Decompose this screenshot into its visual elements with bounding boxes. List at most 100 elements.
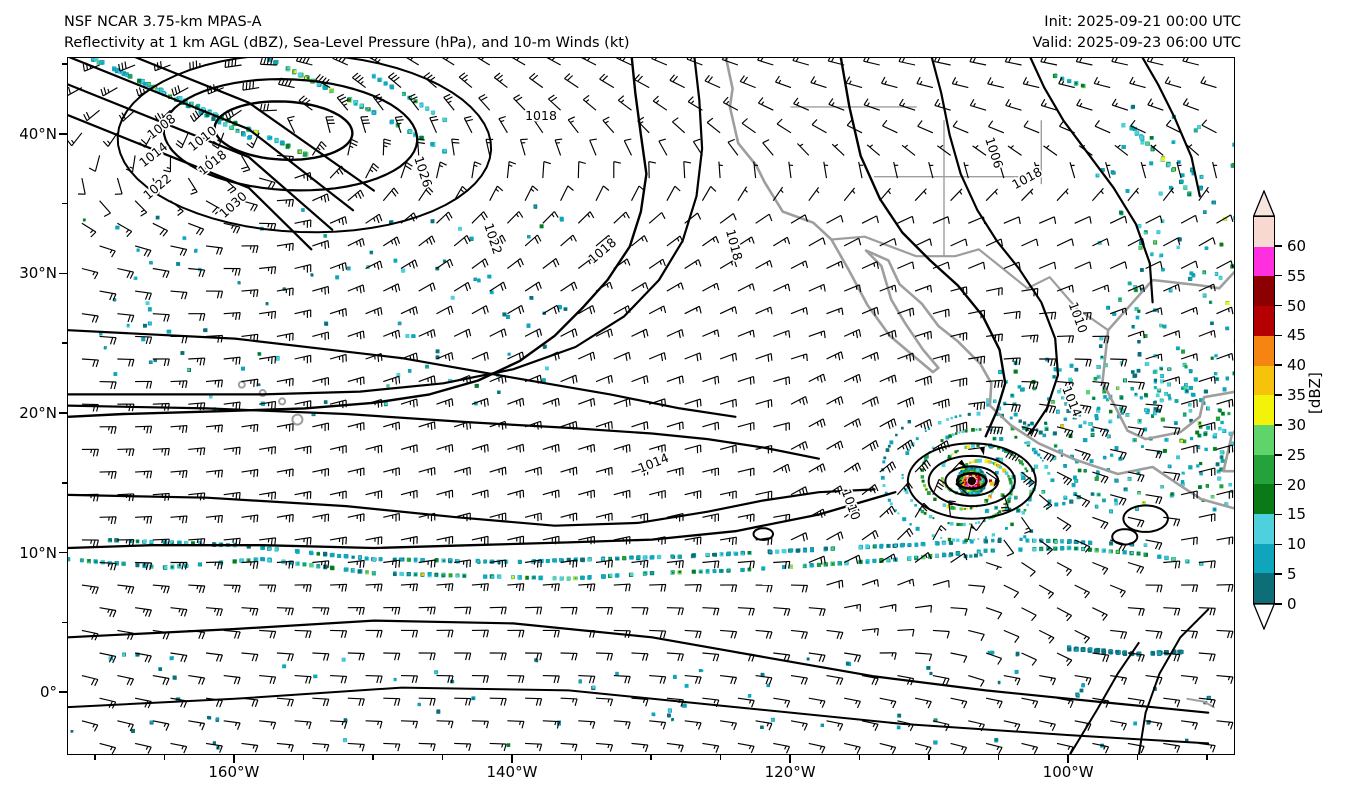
wind-barb [189,60,207,71]
wind-barb [792,58,809,66]
contour-label-1022-4: 1022 [140,171,174,203]
wind-barb [83,109,100,122]
wind-barb [205,607,223,617]
wind-barb [276,652,294,662]
wind-barb [631,742,649,753]
wind-barb [152,402,170,411]
wind-barb [861,215,879,224]
wind-barb [347,742,365,752]
wind-barb [170,425,188,434]
wind-barb [294,445,312,455]
wind-barb [1092,426,1110,438]
wind-barb [400,720,419,729]
wind-barb [755,352,773,362]
wind-barb [578,305,596,315]
wind-barb [613,305,631,315]
wind-barb [471,305,489,315]
wind-barb [648,352,667,362]
wind-barb [259,266,277,275]
wind-barb [1076,98,1093,111]
colorbar-tick-55 [1275,274,1282,277]
wind-barb [189,109,207,123]
wind-barb [1145,494,1163,505]
wind-barb [139,132,154,148]
wind-barb [507,675,525,684]
wind-barb [170,515,188,524]
wind-barb [1163,697,1181,708]
slp-contour [68,619,1210,714]
wind-barb [152,447,170,456]
wind-barb [1216,675,1234,684]
wind-barb [188,492,206,501]
wind-barb [1127,426,1145,437]
wind-barb [506,161,517,179]
wind-barb [205,334,224,343]
wind-barb [1163,330,1181,338]
wind-barb [1181,584,1199,593]
wind-barb [1162,187,1175,202]
wind-barb [383,467,400,476]
wind-barb [365,720,383,729]
wind-barb [117,584,135,594]
wind-barb [418,697,436,706]
wind-barb [1180,260,1199,270]
wind-barb [773,236,791,247]
wind-barb [471,675,489,683]
wind-barb [720,675,738,685]
wind-barb [1021,742,1039,754]
wind-barb [560,420,578,430]
wind-barb [170,470,188,479]
wind-barb [294,490,312,500]
wind-barb [1146,58,1164,66]
slp-contour [68,58,648,418]
wind-barb [790,214,808,224]
wind-barb [595,466,613,476]
wind-barb [826,579,844,589]
wind-barb [863,58,880,66]
wind-barb [613,583,631,592]
wind-barb [1039,720,1056,732]
wind-barb [684,352,702,362]
wind-barb [347,189,365,202]
wind-barb [418,606,436,615]
wind-barb [223,584,241,593]
wind-barb [152,584,170,594]
wind-barb [347,697,365,707]
wind-barb [81,448,99,457]
wind-barb [453,328,472,338]
wind-barb [879,418,897,430]
wind-barb [755,720,773,731]
wind-barb [1216,306,1234,315]
wind-barb [205,514,223,524]
wind-barb [932,525,947,541]
wind-barb [649,489,666,499]
wind-barb [134,742,152,754]
wind-barb [542,629,560,638]
wind-barb [773,329,791,338]
wind-barb [861,306,879,316]
wind-barb [963,162,969,179]
x-tick [580,755,583,760]
wind-barb [1180,444,1198,454]
colorbar-segment-35 [1254,365,1274,396]
wind-barb [578,489,596,499]
wind-barb [861,396,879,407]
wind-barb [843,554,862,564]
wind-barb [762,139,774,156]
wind-barb [1198,742,1216,753]
wind-barb [1163,607,1181,616]
wind-barb [241,468,259,478]
wind-barb [861,628,879,636]
wind-barb [1216,720,1234,730]
wind-barb [790,306,808,315]
wind-barb [554,138,563,156]
wind-barb [241,289,259,298]
wind-barb [241,697,259,707]
wind-barb [631,466,649,476]
wind-barb [666,282,684,292]
wind-barb [634,74,650,89]
wind-barb [934,98,951,111]
wind-barb [1074,403,1092,414]
x-tick [719,755,722,760]
wind-barb [170,200,184,216]
